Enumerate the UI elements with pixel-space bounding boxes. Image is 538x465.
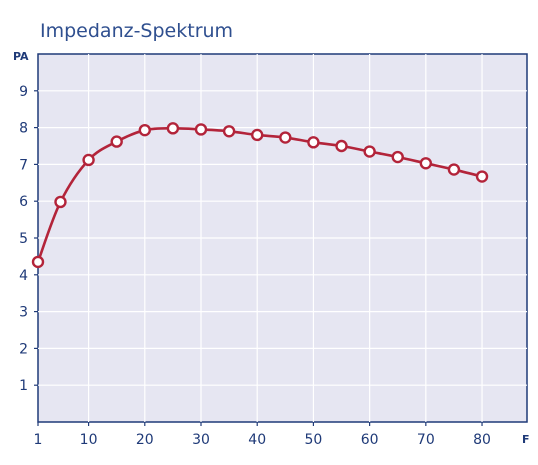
x-tick-label: 50 bbox=[304, 432, 322, 448]
data-point bbox=[54, 195, 67, 209]
y-tick-label: 4 bbox=[19, 268, 28, 284]
data-point bbox=[82, 153, 95, 167]
y-tick-label: 1 bbox=[19, 378, 28, 394]
data-point bbox=[363, 145, 376, 158]
y-tick-label: 2 bbox=[19, 341, 28, 357]
data-point bbox=[419, 157, 433, 170]
y-tick-label: 8 bbox=[19, 121, 28, 137]
data-point bbox=[166, 122, 180, 135]
x-axis: 1 10 20 30 40 50 60 70 80 bbox=[34, 422, 491, 448]
x-tick-label: 60 bbox=[361, 432, 379, 448]
data-point bbox=[251, 128, 264, 142]
x-tick-label: 70 bbox=[417, 432, 435, 448]
data-point bbox=[110, 135, 123, 148]
data-point bbox=[138, 123, 151, 137]
y-tick-label: 7 bbox=[19, 157, 28, 173]
x-tick-label: 10 bbox=[80, 432, 98, 448]
data-point bbox=[222, 125, 236, 138]
y-axis: 1 2 3 4 5 6 7 8 9 bbox=[19, 84, 38, 394]
y-tick-label: 3 bbox=[19, 305, 28, 321]
x-tick-label: 40 bbox=[248, 432, 266, 448]
x-tick-label: 30 bbox=[192, 432, 210, 448]
chart-title: Impedanz-Spektrum bbox=[40, 20, 233, 42]
data-point bbox=[31, 255, 45, 269]
data-point bbox=[279, 131, 292, 144]
x-axis-label: F bbox=[522, 433, 530, 446]
data-point bbox=[475, 170, 489, 183]
data-point bbox=[447, 163, 461, 176]
data-point bbox=[391, 150, 404, 164]
y-tick-label: 5 bbox=[19, 231, 28, 247]
y-tick-label: 6 bbox=[19, 194, 28, 210]
y-axis-label: PA bbox=[13, 50, 29, 63]
data-point bbox=[307, 136, 320, 149]
x-tick-label: 80 bbox=[473, 432, 491, 448]
y-tick-label: 9 bbox=[19, 84, 28, 100]
gridlines bbox=[38, 54, 527, 422]
x-tick-label: 1 bbox=[34, 432, 43, 448]
data-point bbox=[194, 123, 208, 136]
x-tick-label: 20 bbox=[136, 432, 154, 448]
series-layer bbox=[31, 122, 489, 269]
data-point bbox=[335, 139, 348, 153]
